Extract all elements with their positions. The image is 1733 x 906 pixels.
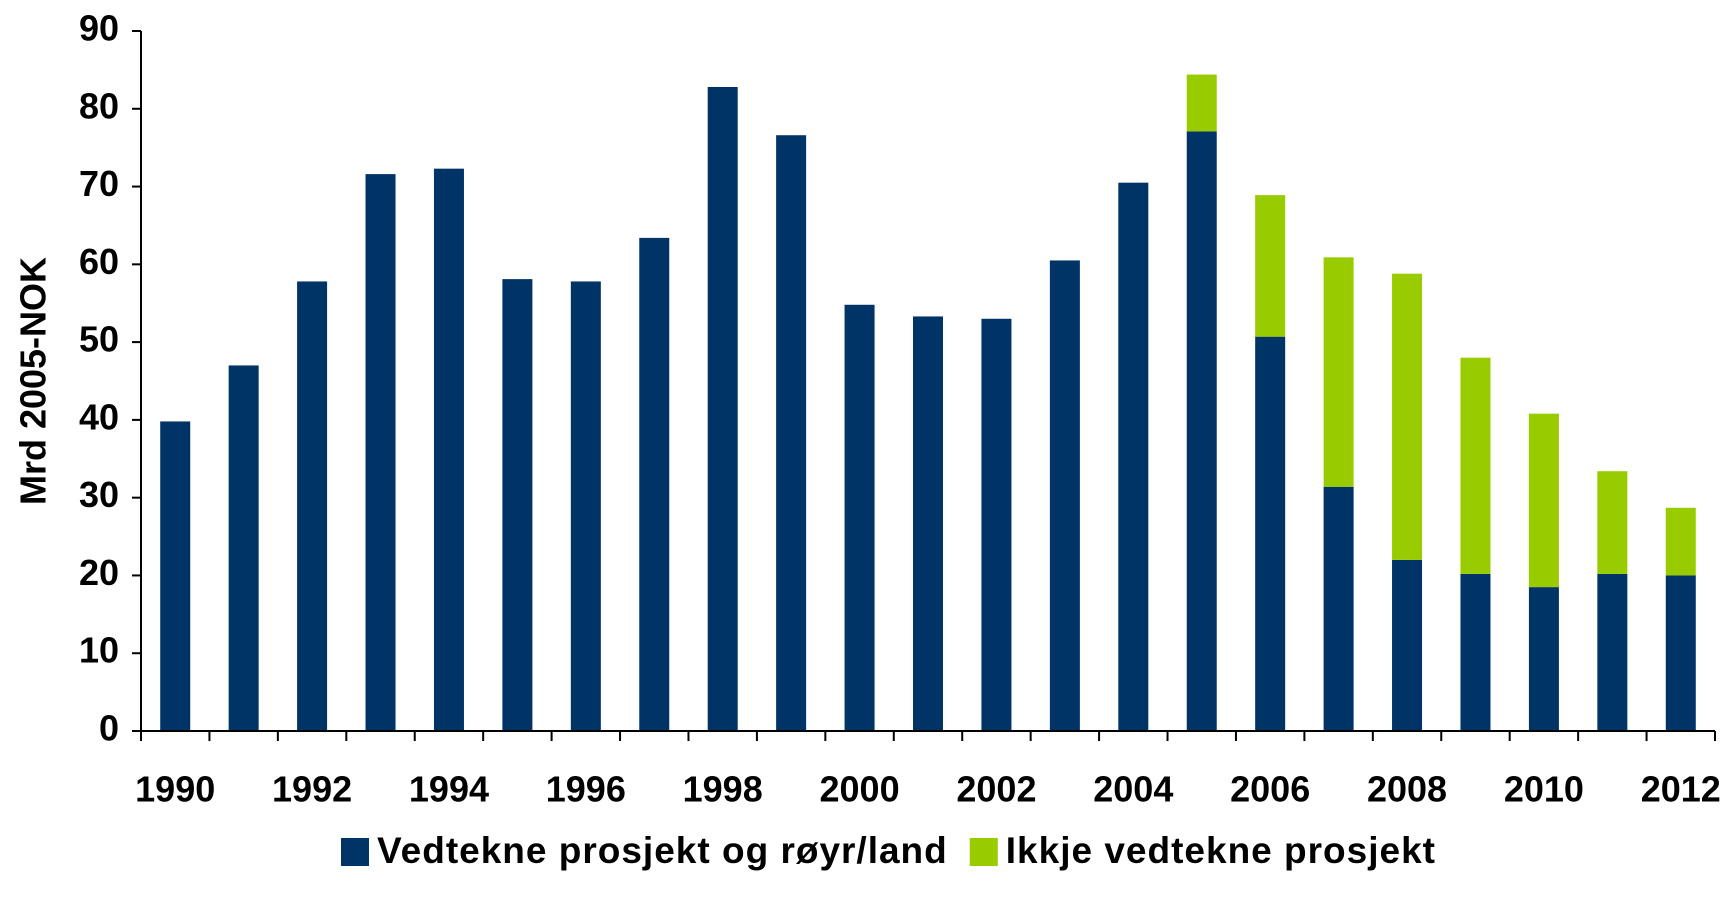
bar-segment (1528, 587, 1559, 731)
y-tick-label: 50 (79, 319, 119, 360)
bar-segment (913, 316, 943, 731)
bar-segment (1323, 486, 1354, 731)
y-tick-label: 80 (79, 85, 119, 126)
y-tick-label: 40 (79, 396, 119, 437)
x-tick-label: 1994 (409, 769, 489, 810)
bar-segment (1049, 260, 1080, 731)
bar-segment (502, 279, 533, 731)
bar-segment (844, 304, 875, 731)
bar-segment (1392, 559, 1423, 731)
x-tick-label: 2002 (956, 769, 1036, 810)
legend-swatch (341, 838, 369, 866)
y-tick-label: 30 (79, 474, 119, 515)
x-tick-label: 2012 (1641, 769, 1721, 810)
y-tick-label: 20 (79, 552, 119, 593)
bar-segment (981, 318, 1012, 731)
bar-segment (1665, 575, 1696, 731)
bar-segment (1392, 273, 1423, 560)
x-tick-label: 2008 (1367, 769, 1447, 810)
x-tick-label: 1990 (135, 769, 215, 810)
x-tick-label: 2010 (1504, 769, 1584, 810)
y-tick-label: 0 (99, 708, 119, 749)
x-tick-label: 2000 (820, 769, 900, 810)
bar-segment (228, 365, 259, 731)
x-tick-label: 1992 (272, 769, 352, 810)
bar-segment (707, 87, 738, 731)
x-tick-label: 2006 (1230, 769, 1310, 810)
bar-segment (1597, 573, 1628, 731)
legend-swatch (969, 838, 998, 866)
bar-segment (1118, 182, 1149, 731)
bar-segment (1597, 471, 1628, 574)
bar-segment (1460, 573, 1491, 731)
bar-segment (776, 135, 807, 731)
bar-segment (1186, 131, 1217, 732)
y-axis-title: Mrd 2005-NOK (13, 257, 54, 505)
bar-segment (160, 421, 191, 731)
bar-segment (297, 281, 328, 731)
bar-segment (1186, 74, 1217, 132)
y-tick-label: 60 (79, 241, 119, 282)
bar-segment (1528, 413, 1559, 588)
y-tick-label: 10 (79, 630, 119, 671)
legend-label: Ikkje vedtekne prosjekt (1006, 830, 1436, 871)
bar-segment (1255, 336, 1286, 731)
y-tick-label: 70 (79, 163, 119, 204)
x-tick-label: 2004 (1093, 769, 1173, 810)
bar-segment (433, 168, 464, 731)
x-tick-label: 1998 (683, 769, 763, 810)
bar-segment (1323, 257, 1354, 487)
bar-segment (365, 174, 396, 732)
x-tick-label: 1996 (546, 769, 626, 810)
bar-segment (1255, 195, 1286, 337)
bar-segment (1460, 357, 1491, 574)
bar-segment (570, 281, 601, 731)
bar-segment (639, 237, 670, 731)
y-tick-label: 90 (79, 8, 119, 49)
bar-segment (1665, 507, 1696, 576)
legend-label: Vedtekne prosjekt og røyr/land (377, 830, 948, 871)
